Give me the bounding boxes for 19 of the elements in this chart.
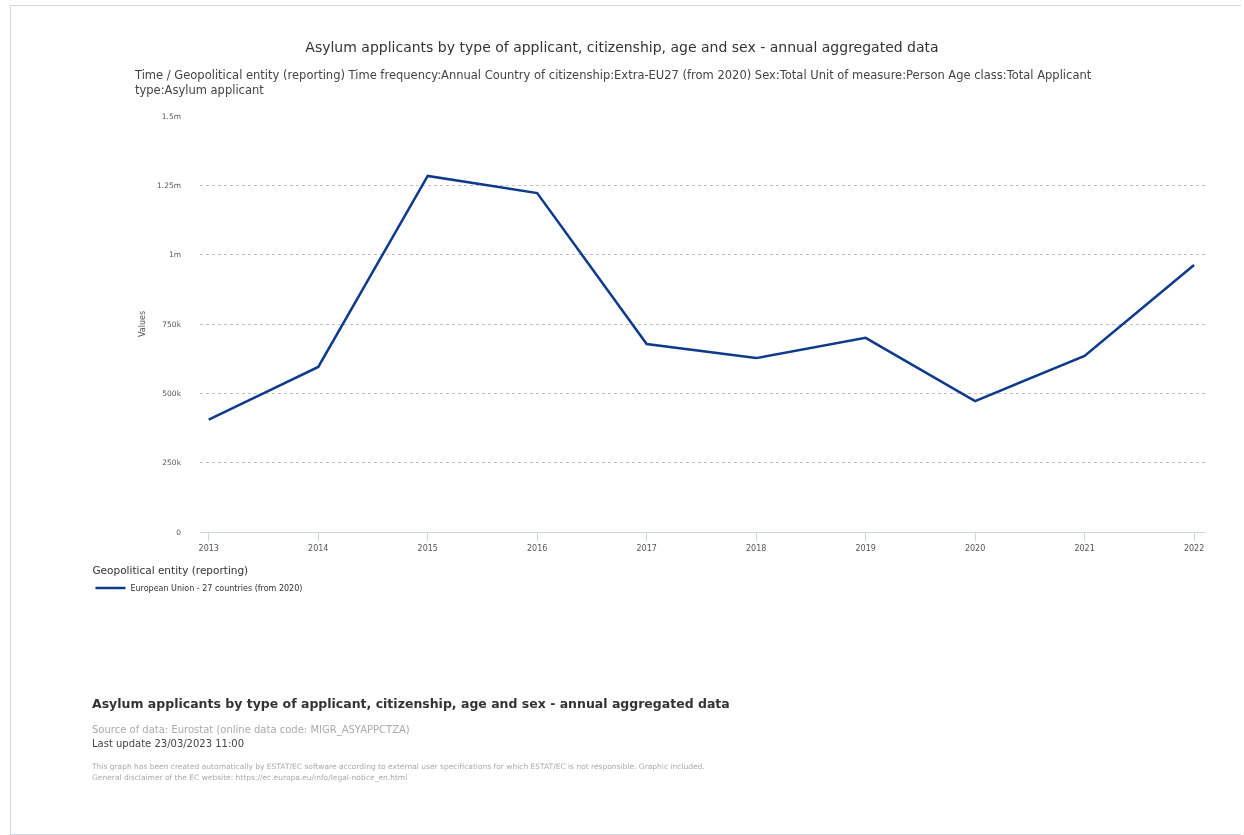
x-tick-label: 2020 [964, 543, 986, 553]
x-tick-label: 2017 [636, 543, 657, 553]
x-tick-label: 2022 [1183, 543, 1205, 553]
x-tick-label: 2021 [1074, 543, 1095, 553]
text: Last update 23/03/2023 11:00 [92, 738, 245, 749]
y-axis-title: Values [137, 310, 147, 338]
x-tick-label: 2013 [198, 543, 219, 553]
x-tick-label: 2019 [855, 543, 876, 553]
line-series [207, 174, 1196, 421]
x-tick-label: 2016 [527, 543, 548, 553]
x-tick-label: 2018 [745, 543, 767, 553]
chart-title: Asylum applicants by type of applicant, citizenship, age and sex - annual aggregated data [304, 39, 940, 55]
legend-title: Geopolitical entity (reporting) [92, 563, 249, 576]
x-tick-label: 2014 [308, 543, 329, 553]
text: Asylum applicants by type of applicant, citizenship, age and sex - annual aggregated data [92, 696, 730, 711]
chart-subtitle: Time / Geopolitical entity (reporting) Time frequency:Annual Country of citizenship:Extra-EU27 (from 2020) Sex:Total Unit of measure:Person Age class:Total Applicant type:Asylum applicant [135, 68, 1093, 98]
x-tick-label: 2015 [417, 543, 438, 553]
legend-label: European Union - 27 countries (from 2020) [130, 584, 303, 594]
source-note: Source of data: Eurostat (online data code: MIGR_ASYAPPCTZA) [92, 724, 410, 735]
